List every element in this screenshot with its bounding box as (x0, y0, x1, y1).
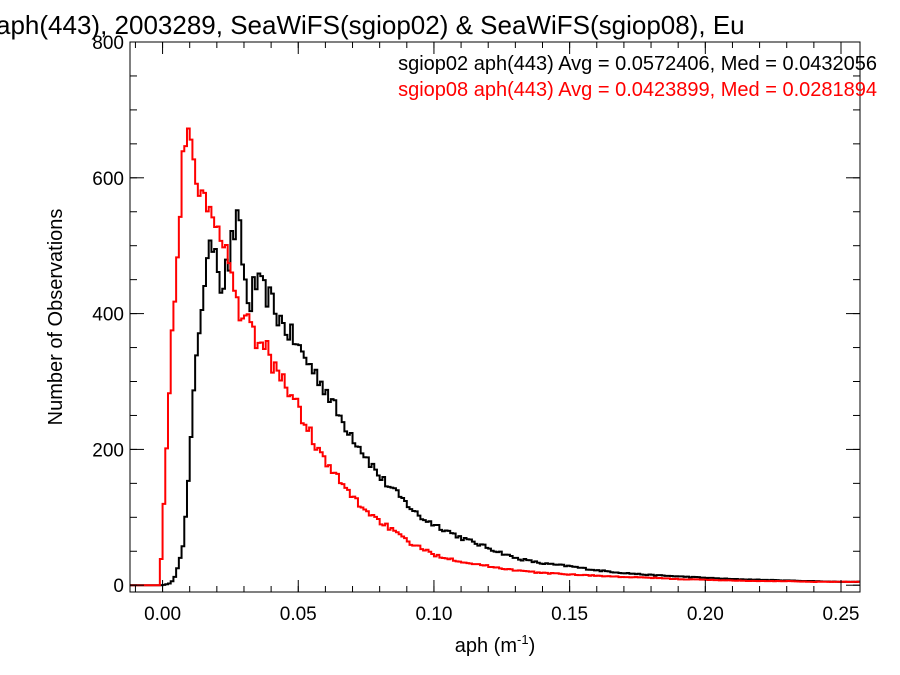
plot-frame (129, 41, 861, 593)
x-tick-label: 0.20 (687, 604, 724, 625)
y-axis-label: Number of Observations (45, 209, 67, 426)
y-tick-label: 400 (92, 305, 124, 326)
x-tick-label: 0.25 (823, 604, 860, 625)
x-tick-label: 0.10 (415, 604, 452, 625)
x-axis-label-main: aph (m (455, 635, 517, 657)
series-line-2 (130, 127, 860, 587)
x-tick-label: 0.05 (280, 604, 317, 625)
legend: sgiop02 aph(443) Avg = 0.0572406, Med = … (398, 53, 877, 101)
legend-entry-2: sgiop08 aph(443) Avg = 0.0423899, Med = … (398, 79, 877, 101)
x-axis-label: aph (m-1) (455, 632, 535, 657)
plot-area: 0.00 0.05 0.10 0.15 0.20 0.25 0 200 400 600 800 (92, 33, 861, 625)
x-axis-label-close: ) (529, 635, 536, 657)
series-line-1 (130, 209, 860, 587)
chart-title: aph(443), 2003289, SeaWiFS(sgiop02) & Se… (0, 10, 745, 40)
x-tick-label: 0.15 (551, 604, 588, 625)
x-tick-label: 0.00 (144, 604, 181, 625)
x-axis-label-superscript: -1 (517, 632, 529, 647)
y-tick-label: 600 (92, 169, 124, 190)
y-tick-label: 200 (92, 440, 124, 461)
y-tick-label: 800 (92, 33, 124, 54)
legend-entry-1: sgiop02 aph(443) Avg = 0.0572406, Med = … (398, 53, 877, 75)
y-tick-label: 0 (113, 576, 124, 597)
